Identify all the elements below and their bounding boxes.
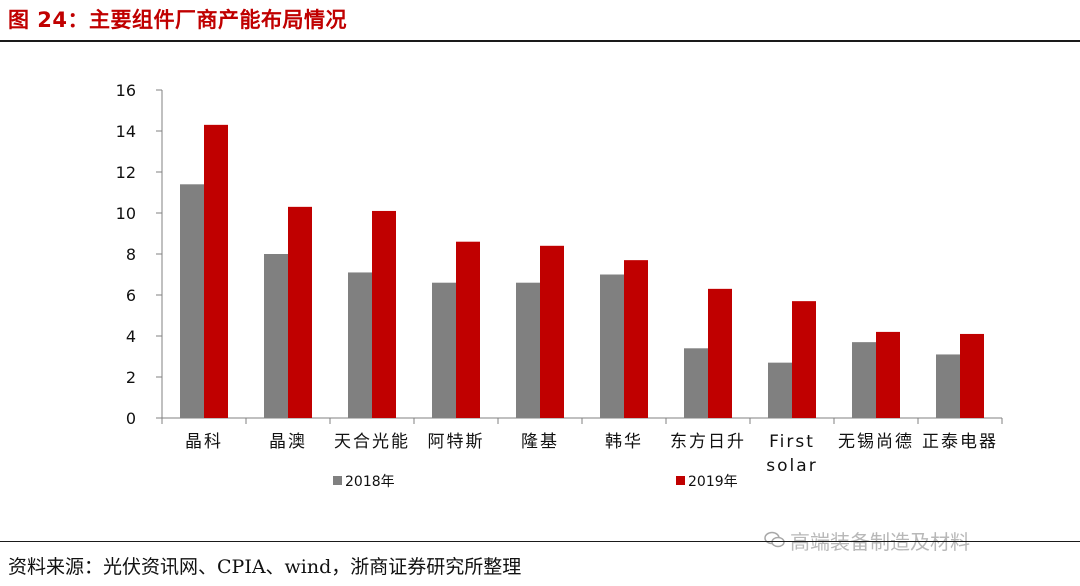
- legend-label: 2019年: [688, 474, 738, 490]
- source-rule: [0, 541, 1080, 542]
- x-tick-label: 晶澳: [269, 432, 307, 452]
- bar-2019: [372, 210, 396, 418]
- bars: [180, 124, 984, 418]
- legend-label: 2018年: [345, 474, 395, 490]
- x-tick-label: 隆基: [521, 432, 559, 452]
- y-tick-label: 2: [126, 368, 136, 387]
- page-title: 图 24：主要组件厂商产能布局情况: [8, 8, 348, 32]
- x-tick-label: 韩华: [605, 432, 643, 452]
- bar-2019: [708, 288, 732, 418]
- bar-2018: [180, 184, 204, 418]
- y-tick-label: 16: [116, 81, 136, 100]
- bar-2018: [516, 282, 540, 418]
- bar-2018: [768, 362, 792, 418]
- bar-2019: [960, 333, 984, 418]
- x-tick-label: 晶科: [185, 432, 223, 452]
- bar-2018: [936, 354, 960, 418]
- source-note: 资料来源：光伏资讯网、CPIA、wind，浙商证券研究所整理: [8, 556, 522, 578]
- title-rule: [0, 40, 1080, 42]
- x-tick-label: 正泰电器: [922, 432, 998, 452]
- watermark-text: 高端装备制造及材料: [790, 530, 970, 554]
- x-axis: 晶科 晶澳 天合光能 阿特斯 隆基 韩华 东方日升 First solar 无锡尚德 正泰电器: [161, 417, 1003, 476]
- x-tick-label: 无锡尚德: [838, 432, 914, 452]
- bar-chart: 0 2 4 6 8 10 12 14 16 晶科 晶澳 天合光能 阿特斯 隆基 韩华 东方日升 First so…: [116, 81, 1003, 490]
- y-tick-label: 8: [126, 245, 136, 264]
- bar-2018: [852, 342, 876, 418]
- y-tick-label: 14: [116, 122, 136, 141]
- watermark: 高端装备制造及材料: [760, 526, 974, 555]
- y-tick-label: 6: [126, 286, 136, 305]
- bar-2019: [288, 206, 312, 418]
- y-axis: 0 2 4 6 8 10 12 14 16: [116, 81, 163, 428]
- legend-swatch: [676, 476, 685, 485]
- x-tick-label: 阿特斯: [428, 432, 485, 452]
- legend-swatch: [333, 476, 342, 485]
- legend: 2018年 2019年: [333, 474, 738, 490]
- bar-2018: [684, 348, 708, 418]
- bar-2019: [540, 245, 564, 418]
- y-tick-label: 0: [126, 409, 136, 428]
- bar-2019: [792, 301, 816, 418]
- y-tick-label: 10: [116, 204, 136, 223]
- x-tick-label: 天合光能: [334, 432, 410, 452]
- bar-2019: [624, 260, 648, 418]
- y-tick-label: 12: [116, 163, 136, 182]
- wechat-icon: [764, 530, 786, 554]
- bar-2019: [204, 124, 228, 418]
- bar-2019: [876, 331, 900, 418]
- bar-2018: [432, 282, 456, 418]
- bar-2018: [264, 254, 288, 418]
- y-tick-label: 4: [126, 327, 136, 346]
- x-tick-label: 东方日升: [670, 432, 746, 452]
- bar-2018: [600, 274, 624, 418]
- bar-2018: [348, 272, 372, 418]
- x-tick-label: First solar: [766, 432, 817, 476]
- bar-2019: [456, 241, 480, 418]
